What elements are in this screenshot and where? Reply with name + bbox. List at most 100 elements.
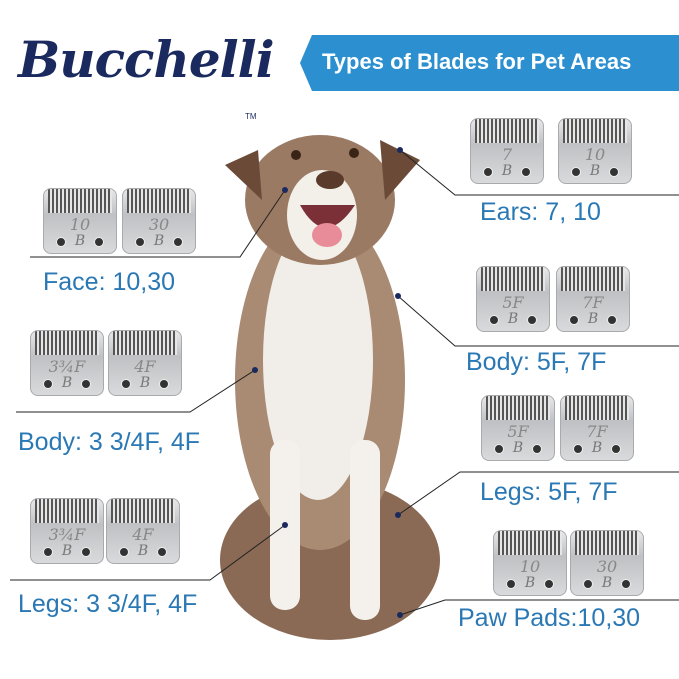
blade-size: 5F <box>507 422 529 441</box>
blade-teeth <box>35 499 99 523</box>
screw-icon <box>611 444 621 454</box>
blade-logo-mark: B <box>153 233 165 249</box>
screw-icon <box>607 315 617 325</box>
blade-logo-mark: B <box>524 575 536 591</box>
clipper-blade: 5F B <box>476 266 550 332</box>
blade-logo-mark: B <box>601 575 613 591</box>
blade-size: 30 <box>596 557 618 576</box>
area-label: Ears: 7, 10 <box>480 198 601 226</box>
blade-logo-mark: B <box>589 163 601 179</box>
blade-teeth <box>565 396 629 420</box>
blade-teeth <box>498 531 562 555</box>
screw-icon <box>56 237 66 247</box>
screw-icon <box>569 315 579 325</box>
pointer-face <box>30 189 286 258</box>
blade-size: 7F <box>586 422 608 441</box>
brand-logo: Bucchelli <box>18 30 275 89</box>
blade-size: 10 <box>584 145 606 164</box>
blade-logo-mark: B <box>137 543 149 559</box>
screw-icon <box>43 547 53 557</box>
screw-icon <box>483 167 493 177</box>
screw-icon <box>609 167 619 177</box>
trademark: TM <box>245 112 257 121</box>
area-label: Body: 5F, 7F <box>466 348 607 376</box>
screw-icon <box>173 237 183 247</box>
screw-icon <box>571 167 581 177</box>
screw-icon <box>157 547 167 557</box>
blade-size: 30 <box>148 215 170 234</box>
screw-icon <box>81 379 91 389</box>
screw-icon <box>94 237 104 247</box>
blade-teeth <box>481 267 545 291</box>
pointer-ears <box>399 149 679 196</box>
blade-size: 5F <box>502 293 524 312</box>
screw-icon <box>81 547 91 557</box>
blade-teeth <box>113 331 177 355</box>
screw-icon <box>544 579 554 589</box>
clipper-blade: 10 B <box>558 118 632 184</box>
pointer-legs-left <box>10 524 286 581</box>
blade-logo-mark: B <box>507 311 519 327</box>
blade-teeth <box>35 331 99 355</box>
screw-icon <box>159 379 169 389</box>
area-label: Legs: 3 3/4F, 4F <box>18 590 198 618</box>
screw-icon <box>521 167 531 177</box>
blade-logo-mark: B <box>74 233 86 249</box>
clipper-blade: 30 B <box>570 530 644 596</box>
blade-teeth <box>561 267 625 291</box>
screw-icon <box>119 547 129 557</box>
screw-icon <box>121 379 131 389</box>
area-label: Face: 10,30 <box>43 268 176 296</box>
blade-teeth <box>127 189 191 213</box>
clipper-blade: 3¾F B <box>30 330 104 396</box>
screw-icon <box>527 315 537 325</box>
screw-icon <box>489 315 499 325</box>
clipper-blade: 7F B <box>556 266 630 332</box>
area-label: Legs: 5F, 7F <box>480 478 618 506</box>
blade-logo-mark: B <box>587 311 599 327</box>
blade-logo-mark: B <box>61 543 73 559</box>
pointer-legs-right <box>397 471 679 516</box>
clipper-blade: 3¾F B <box>30 498 104 564</box>
blade-size: 7 <box>501 145 513 164</box>
blade-logo-mark: B <box>61 375 73 391</box>
screw-icon <box>621 579 631 589</box>
blade-size: 4F <box>132 525 154 544</box>
area-label: Body: 3 3/4F, 4F <box>18 428 201 456</box>
blade-size: 10 <box>69 215 91 234</box>
blade-size: 3¾F <box>48 525 86 544</box>
screw-icon <box>532 444 542 454</box>
clipper-blade: 5F B <box>481 395 555 461</box>
blade-size: 3¾F <box>48 357 86 376</box>
blade-logo-mark: B <box>139 375 151 391</box>
title-banner: Types of Blades for Pet Areas <box>300 35 679 91</box>
screw-icon <box>583 579 593 589</box>
clipper-blade: 4F B <box>108 330 182 396</box>
blade-teeth <box>111 499 175 523</box>
screw-icon <box>494 444 504 454</box>
clipper-blade: 4F B <box>106 498 180 564</box>
blade-teeth <box>563 119 627 143</box>
blade-size: 7F <box>582 293 604 312</box>
pointer-body-right <box>397 295 679 347</box>
banner-title: Types of Blades for Pet Areas <box>322 49 632 74</box>
blade-teeth <box>575 531 639 555</box>
screw-icon <box>43 379 53 389</box>
screw-icon <box>506 579 516 589</box>
blade-logo-mark: B <box>512 440 524 456</box>
area-label: Paw Pads:10,30 <box>458 604 641 632</box>
blade-logo-mark: B <box>591 440 603 456</box>
screw-icon <box>135 237 145 247</box>
blade-teeth <box>48 189 112 213</box>
blade-size: 10 <box>519 557 541 576</box>
blade-teeth <box>486 396 550 420</box>
pointer-paw-pads <box>399 599 679 616</box>
blade-logo-mark: B <box>501 163 513 179</box>
clipper-blade: 10 B <box>493 530 567 596</box>
blade-teeth <box>475 119 539 143</box>
clipper-blade: 30 B <box>122 188 196 254</box>
screw-icon <box>573 444 583 454</box>
